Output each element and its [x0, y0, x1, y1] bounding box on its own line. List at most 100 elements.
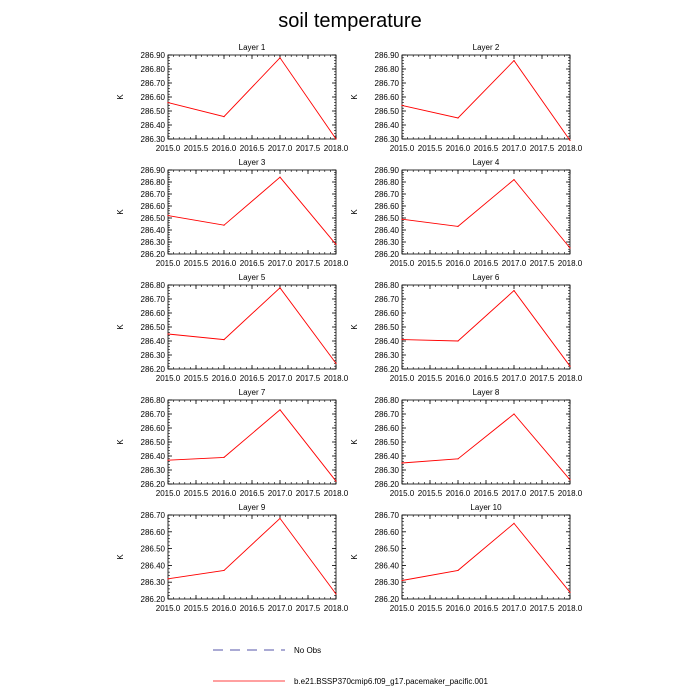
y-tick-label: 286.60	[375, 309, 400, 318]
x-tick-label: 2017.5	[296, 259, 321, 268]
data-point	[401, 104, 403, 106]
series-line	[167, 517, 337, 595]
x-tick-label: 2015.0	[156, 259, 181, 268]
x-tick-label: 2016.0	[212, 259, 237, 268]
y-axis-label: K	[350, 439, 359, 445]
y-tick-label: 286.40	[375, 561, 400, 570]
x-tick-label: 2016.0	[212, 489, 237, 498]
series-line	[167, 57, 337, 140]
x-tick-label: 2015.5	[418, 374, 443, 383]
x-tick-label: 2015.5	[184, 489, 209, 498]
data-point	[223, 339, 225, 341]
y-tick-label: 286.70	[375, 511, 400, 520]
panel-title: Layer 6	[473, 273, 500, 282]
x-tick-label: 2015.0	[390, 604, 415, 613]
plot-frame	[167, 514, 337, 600]
panel-title: Layer 2	[473, 43, 500, 52]
data-point	[279, 176, 281, 178]
y-axis-label: K	[350, 94, 359, 100]
series-line	[401, 413, 571, 481]
data-point	[513, 290, 515, 292]
y-tick-label: 286.30	[141, 578, 166, 587]
plot-frame	[401, 54, 571, 140]
y-tick-label: 286.50	[141, 214, 166, 223]
plot-frame	[167, 399, 337, 485]
x-tick-label: 2015.5	[184, 374, 209, 383]
y-tick-label: 286.60	[141, 424, 166, 433]
x-tick-label: 2015.0	[390, 489, 415, 498]
x-tick-label: 2016.0	[212, 144, 237, 153]
y-axis-label: K	[116, 94, 125, 100]
legend: No Obs b.e21.BSSP370cmip6.f09_g17.pacema…	[213, 646, 488, 686]
y-tick-label: 286.70	[141, 410, 166, 419]
chart-panel-layer-5: 2015.0 2015.5 2016.0 2016.5 2017.0 2017.5 2018…	[116, 273, 349, 383]
chart-panel-layer-6: 2015.0 2015.5 2016.0 2016.5 2017.0 2017.5 2018…	[350, 273, 583, 383]
chart-panel-layer-1: 2015.0 2015.5 2016.0 2016.5 2017.0 2017.5 2018…	[116, 43, 349, 153]
x-tick-label: 2018.0	[324, 374, 349, 383]
x-tick-label: 2017.5	[530, 144, 555, 153]
y-tick-label: 286.90	[141, 166, 166, 175]
panel-title: Layer 4	[473, 158, 500, 167]
y-tick-label: 286.30	[141, 238, 166, 247]
series-line	[167, 176, 337, 245]
data-point	[401, 462, 403, 464]
y-tick-label: 286.40	[375, 121, 400, 130]
plot-frame	[401, 169, 571, 255]
y-tick-label: 286.80	[141, 281, 166, 290]
data-point	[569, 247, 571, 249]
plot-frame	[167, 284, 337, 370]
x-tick-label: 2018.0	[324, 259, 349, 268]
y-tick-label: 286.80	[141, 396, 166, 405]
chart-panel-layer-2: 2015.0 2015.5 2016.0 2016.5 2017.0 2017.5 2018…	[350, 43, 583, 153]
y-tick-label: 286.20	[375, 480, 400, 489]
y-tick-label: 286.90	[375, 51, 400, 60]
data-point	[335, 480, 337, 482]
chart-panel-layer-7: 2015.0 2015.5 2016.0 2016.5 2017.0 2017.5 2018…	[116, 388, 349, 498]
x-tick-label: 2016.5	[474, 604, 499, 613]
data-point	[223, 569, 225, 572]
y-tick-label: 286.80	[375, 178, 400, 187]
data-point	[167, 459, 169, 461]
y-tick-label: 286.20	[141, 250, 166, 259]
y-tick-label: 286.70	[375, 190, 400, 199]
data-point	[401, 579, 403, 582]
x-tick-label: 2018.0	[558, 489, 583, 498]
data-point	[279, 517, 281, 519]
panel-title: Layer 3	[239, 158, 266, 167]
series-line	[167, 287, 337, 364]
series-line	[401, 522, 571, 593]
data-point	[335, 593, 337, 595]
x-tick-label: 2017.5	[296, 604, 321, 613]
data-point	[457, 340, 459, 342]
x-tick-label: 2016.0	[212, 604, 237, 613]
data-point	[569, 479, 571, 481]
y-tick-label: 286.20	[141, 365, 166, 374]
y-tick-label: 286.20	[375, 365, 400, 374]
y-tick-label: 286.80	[141, 65, 166, 74]
y-tick-label: 286.40	[375, 337, 400, 346]
x-tick-label: 2016.5	[240, 144, 265, 153]
y-axis-label: K	[350, 209, 359, 215]
y-tick-label: 286.20	[141, 595, 166, 604]
data-point	[335, 243, 337, 245]
y-axis-label: K	[116, 324, 125, 330]
y-axis-label: K	[116, 209, 125, 215]
x-tick-label: 2016.5	[474, 144, 499, 153]
data-point	[569, 139, 571, 141]
chart-panel-layer-4: 2015.0 2015.5 2016.0 2016.5 2017.0 2017.5 2018…	[350, 158, 583, 268]
x-tick-label: 2015.0	[156, 489, 181, 498]
x-tick-label: 2017.0	[268, 489, 293, 498]
figure-title: soil temperature	[278, 10, 421, 32]
panel-title: Layer 8	[473, 388, 500, 397]
data-point	[167, 102, 169, 104]
x-tick-label: 2017.0	[502, 604, 527, 613]
data-point	[279, 57, 281, 59]
data-point	[223, 456, 225, 458]
y-tick-label: 286.60	[375, 424, 400, 433]
y-tick-label: 286.30	[141, 466, 166, 475]
x-tick-label: 2017.5	[530, 259, 555, 268]
chart-panel-layer-10: 2015.0 2015.5 2016.0 2016.5 2017.0 2017.5 2018…	[350, 503, 583, 613]
data-point	[167, 333, 169, 335]
y-tick-label: 286.50	[375, 323, 400, 332]
x-tick-label: 2017.5	[530, 374, 555, 383]
